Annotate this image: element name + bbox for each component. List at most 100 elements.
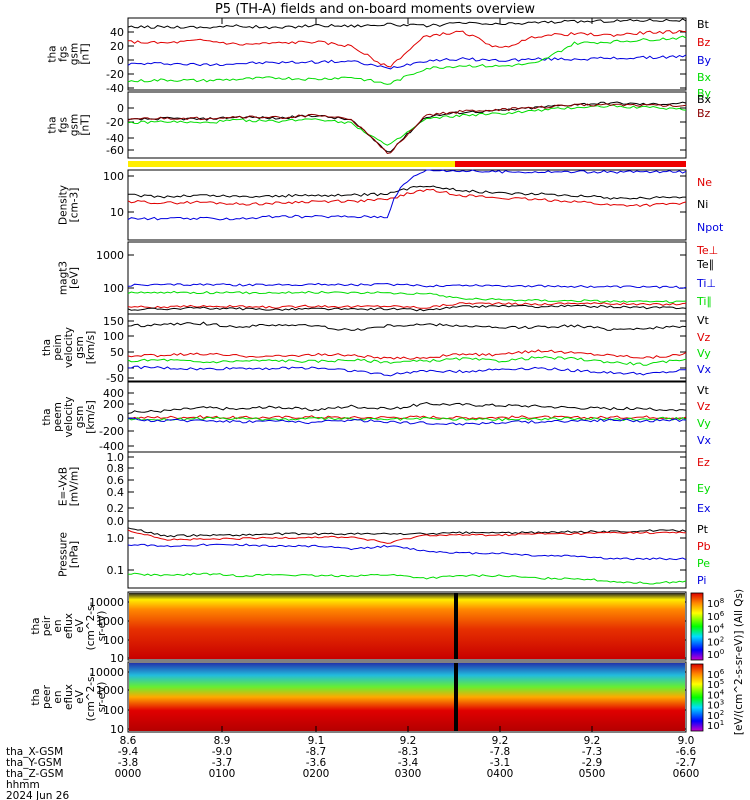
panel-frame: [127, 169, 687, 241]
y-tick-label: 0.4: [107, 486, 125, 499]
colorbar-tick-label: 108: [707, 597, 724, 610]
y-tick-label: 100: [103, 282, 124, 295]
legend-entry: Vt: [697, 384, 710, 397]
colorbar-tick-label: 100: [707, 648, 724, 661]
colorbar-label: [eV/(cm^2-s-sr-eV)] (All Qs): [733, 589, 745, 735]
x-tick-label: -2.9: [582, 757, 603, 769]
y-axis-label: tha: [30, 688, 42, 705]
y-axis-label: eflux: [63, 613, 75, 639]
y-tick-label: -40: [106, 82, 124, 95]
y-axis-label: fgs: [58, 117, 70, 133]
series-line-Te∥: [127, 304, 687, 312]
legend-entry: Te⊥: [696, 244, 718, 257]
legend-entry: Te∥: [696, 258, 714, 271]
x-tick-label: 0000: [115, 768, 142, 780]
y-tick-label: 1000: [96, 249, 124, 262]
y-axis-label: tha: [41, 408, 53, 425]
colorbar-tick-label: 101: [707, 719, 724, 732]
x-tick-label: 0400: [487, 768, 514, 780]
y-tick-label: 0: [117, 412, 124, 425]
y-axis-label: tha: [41, 339, 53, 356]
y-axis-label: peem: [52, 402, 64, 432]
x-tick-label: -3.8: [118, 757, 139, 769]
panel-frame: [127, 591, 687, 661]
y-axis-label: velocity: [63, 396, 75, 437]
series-line-Te⊥: [127, 302, 687, 309]
legend-entry: Vt: [697, 314, 710, 327]
spectrogram-fill: [129, 593, 685, 659]
y-axis-label: [eV]: [69, 267, 81, 289]
y-axis-label: peim: [52, 334, 64, 360]
y-tick-label: 100: [103, 704, 124, 717]
legend-entry: Npot: [697, 221, 724, 234]
y-axis-label: [nT]: [80, 114, 92, 135]
x-tick-label: -2.7: [676, 757, 697, 769]
y-tick-label: 0.2: [107, 502, 125, 515]
y-axis-label: tha: [47, 116, 59, 133]
y-tick-label: 10000: [89, 596, 124, 609]
y-tick-label: 0.6: [107, 474, 125, 487]
x-tick-label: 9.2: [584, 735, 601, 747]
y-axis-label: en: [52, 619, 64, 632]
x-tick-label: 0500: [579, 768, 606, 780]
x-tick-label: -7.3: [582, 746, 603, 758]
y-axis-label: sr-eV): [96, 682, 108, 713]
legend-entry: Ey: [697, 482, 711, 495]
y-axis-label: velocity: [63, 327, 75, 368]
data-gap-marker: [454, 663, 458, 731]
chart-title: P5 (TH-A) fields and on-board moments ov…: [214, 2, 536, 17]
legend-entry: By: [697, 54, 712, 67]
y-axis-label: (cm^2-s-: [85, 672, 97, 721]
y-axis-label: [mV/m]: [69, 467, 81, 506]
colorbar-tick-label: 106: [707, 610, 725, 623]
y-axis-label: gsm: [69, 43, 81, 65]
y-tick-label: 0: [117, 362, 124, 375]
x-tick-label: 9.2: [492, 735, 509, 747]
x-tick-label: -9.4: [118, 746, 139, 758]
y-tick-label: 100: [103, 170, 124, 183]
series-line-Bt: [127, 18, 687, 30]
x-tick-label: -8.7: [306, 746, 327, 758]
y-tick-label: -50: [106, 372, 124, 385]
legend-entry: Bx: [697, 93, 712, 106]
series-line-Vy: [127, 355, 687, 366]
y-axis-label: Density: [58, 185, 70, 225]
y-tick-label: 50: [110, 346, 124, 359]
series-line-Ti⊥: [127, 282, 687, 289]
series-line-By: [127, 104, 687, 146]
y-tick-label: 100: [103, 330, 124, 343]
colorbar-ion: [690, 592, 704, 661]
date-label: 2024 Jun 26: [6, 790, 69, 800]
y-axis-label: peir: [41, 615, 53, 636]
x-tick-label: -3.1: [490, 757, 511, 769]
series-line-Pe: [127, 572, 687, 585]
y-tick-label: 0: [117, 54, 124, 67]
series-line-Vx: [127, 365, 686, 377]
x-tick-label: -9.0: [212, 746, 233, 758]
y-tick-label: 1.0: [107, 532, 125, 545]
series-line-Bz: [127, 103, 687, 155]
legend-entry: Vy: [697, 347, 711, 360]
y-tick-label: 10: [110, 652, 124, 665]
x-tick-label: -8.3: [398, 746, 419, 758]
colorbar-tick-label: 102: [707, 635, 724, 648]
legend-entry: Ti⊥: [696, 277, 716, 290]
y-axis-label: en: [52, 690, 64, 703]
region-bar-yellow: [128, 161, 455, 167]
legend-entry: Bz: [697, 36, 711, 49]
y-axis-label: eflux: [63, 684, 75, 710]
legend-entry: Ez: [697, 456, 710, 469]
y-tick-label: -20: [106, 116, 124, 129]
y-tick-label: 0.1: [107, 564, 125, 577]
series-line-Ni: [128, 185, 686, 200]
x-row-label: tha_Y-GSM: [6, 757, 62, 769]
y-tick-label: 1000: [96, 615, 124, 628]
y-tick-label: -60: [106, 144, 124, 157]
series-line-Pi: [127, 543, 687, 561]
x-row-label: tha_Z-GSM: [6, 768, 64, 780]
y-tick-label: 10000: [89, 666, 124, 679]
y-tick-label: 20: [110, 40, 124, 53]
y-axis-label: E=-VxB: [58, 467, 70, 506]
legend-entry: Ti∥: [696, 295, 712, 308]
